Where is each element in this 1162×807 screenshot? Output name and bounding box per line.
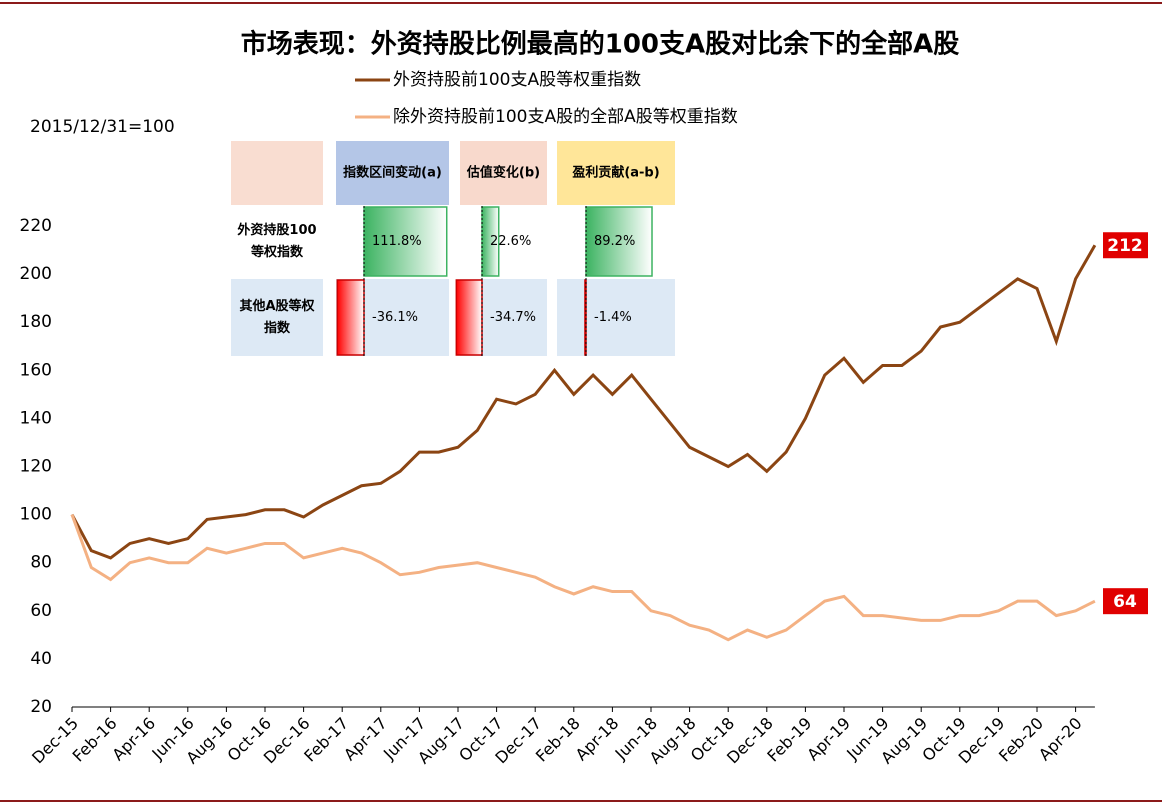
table-bar: [455, 279, 483, 356]
chart-title: 市场表现：外资持股比例最高的100支A股对比余下的全部A股: [241, 29, 960, 60]
table-value: 22.6%: [490, 234, 531, 249]
y-tick-label: 140: [20, 408, 52, 428]
table-value: -36.1%: [372, 310, 418, 325]
x-tick-label: Dec-15: [28, 714, 82, 768]
table-bar: [584, 279, 587, 356]
table-bar: [585, 206, 653, 277]
table-row-label: 其他A股等权: [239, 298, 315, 314]
y-tick-label: 20: [30, 697, 52, 717]
table-row-label: 外资持股100: [236, 222, 316, 238]
x-tick-label: Apr-19: [803, 714, 854, 765]
y-tick-label: 100: [20, 505, 52, 525]
x-tick-label: Feb-19: [763, 714, 815, 766]
table-value: 89.2%: [594, 234, 635, 249]
table-header-cell: [460, 141, 547, 205]
table-value: -34.7%: [490, 310, 536, 325]
series-line: [70, 244, 1097, 560]
x-tick-label: Apr-16: [108, 714, 159, 765]
table-header: 盈利贡献(a-b): [571, 165, 659, 181]
y-tick-label: 160: [20, 360, 52, 380]
table-bar: [363, 206, 448, 277]
x-tick-label: Feb-17: [300, 714, 352, 766]
y-tick-label: 60: [30, 601, 52, 621]
end-label: 212: [1107, 236, 1143, 256]
table-corner: [231, 141, 323, 205]
table-row-label: 等权指数: [250, 244, 304, 260]
x-tick-label: Apr-20: [1035, 714, 1086, 765]
x-tick-label: Apr-17: [340, 714, 391, 765]
table-header: 估值变化(b): [466, 165, 540, 181]
table-cell: [460, 206, 547, 277]
legend-label: 除外资持股前100支A股的全部A股等权重指数: [393, 107, 738, 127]
table-header: 指数区间变动(a): [343, 165, 442, 181]
table-header-cell: [557, 141, 675, 205]
y-tick-label: 40: [30, 649, 52, 669]
y-tick-label: 200: [20, 264, 52, 284]
end-label: 64: [1113, 592, 1137, 612]
table-row-label-cell: [231, 279, 323, 356]
table-row-label-cell: [231, 206, 323, 277]
table-value: -1.4%: [594, 310, 632, 325]
subtitle: 2015/12/31=100: [30, 117, 175, 137]
table-bar: [481, 206, 500, 277]
y-tick-label: 80: [30, 553, 52, 573]
x-tick-label: Feb-16: [69, 714, 121, 766]
table-bar: [336, 279, 365, 356]
table-value: 111.8%: [372, 234, 422, 249]
series-line: [70, 514, 1096, 642]
x-tick-label: Feb-20: [995, 714, 1047, 766]
legend-label: 外资持股前100支A股等权重指数: [393, 70, 641, 90]
x-tick-label: Feb-18: [532, 714, 584, 766]
y-tick-label: 120: [20, 457, 52, 477]
table-header-cell: [336, 141, 449, 205]
y-tick-label: 220: [20, 216, 52, 236]
table-row-label: 指数: [264, 320, 291, 336]
x-tick-label: Apr-18: [572, 714, 623, 765]
y-tick-label: 180: [20, 312, 52, 332]
end-label-box: [1103, 232, 1148, 259]
end-label-box: [1103, 588, 1148, 615]
table-cell: [557, 279, 675, 356]
